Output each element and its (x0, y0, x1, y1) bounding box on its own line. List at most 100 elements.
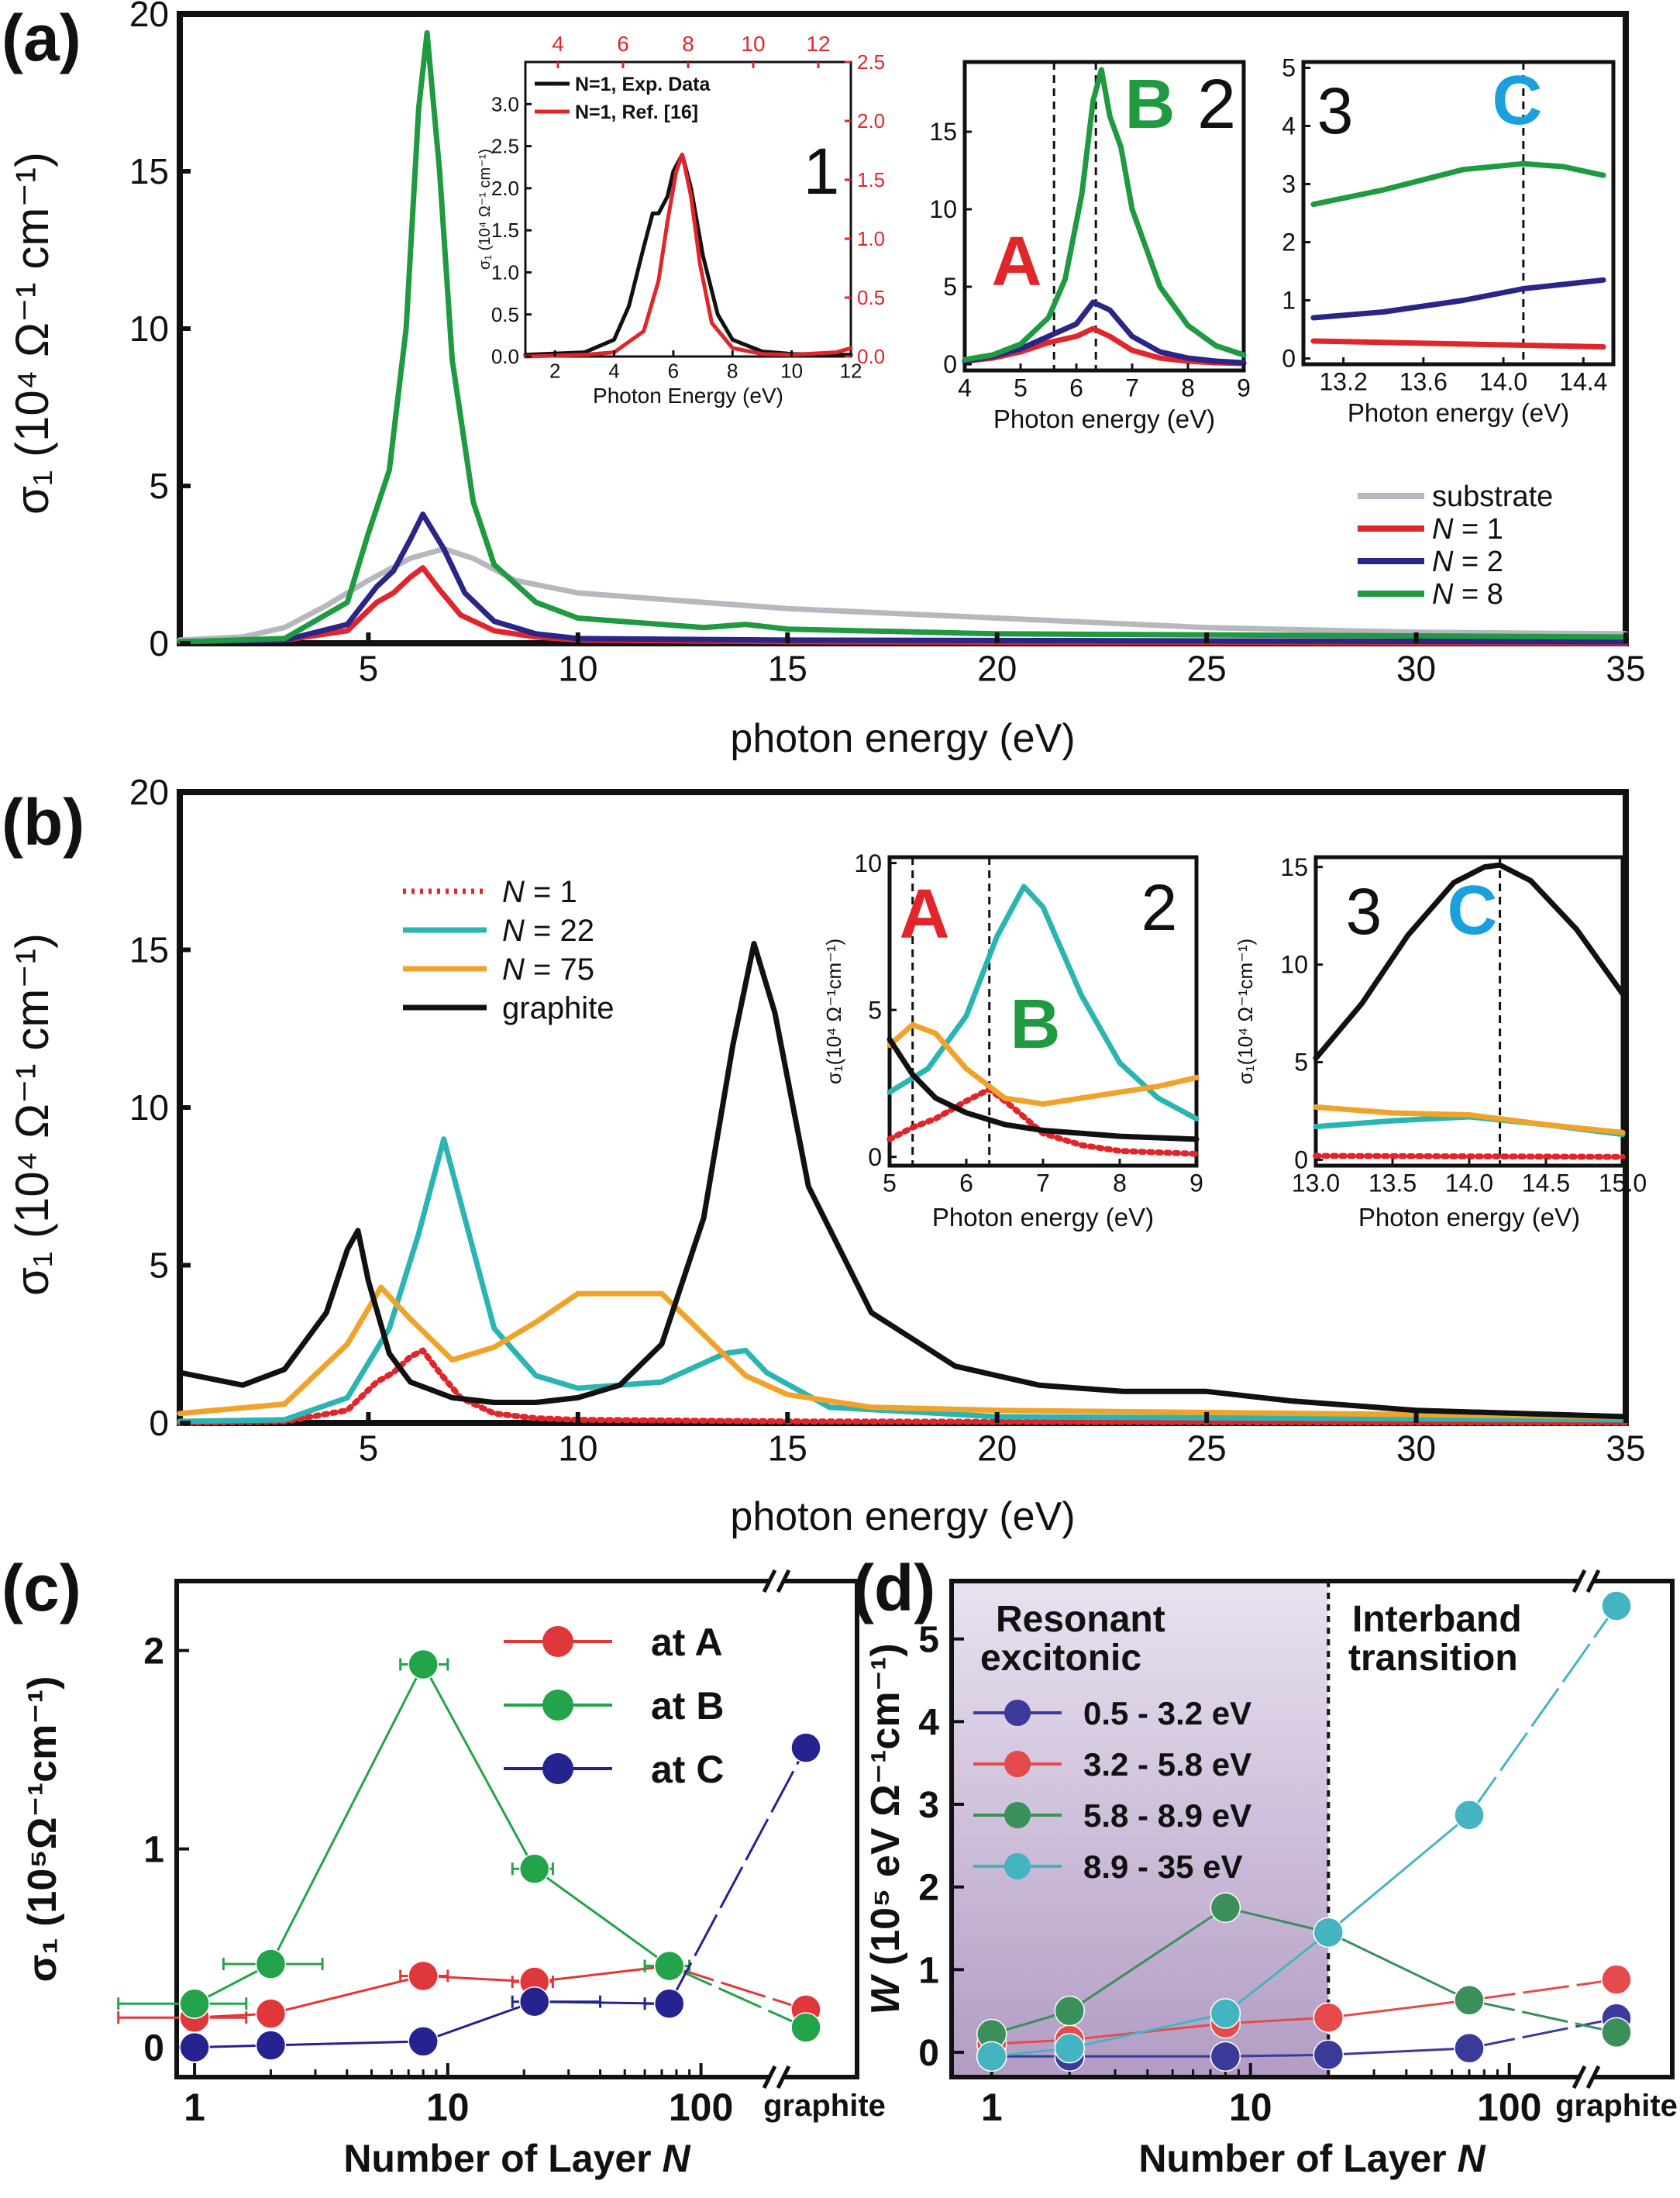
legend-value: = 2 (1453, 546, 1503, 578)
y-tick-label: 0 (868, 1143, 882, 1171)
x-tick-label: 13.6 (1399, 368, 1448, 396)
data-point-graphite-8-9-35-eV (1601, 1590, 1632, 1621)
legend-label: 3.2 - 5.8 eV (1083, 1746, 1251, 1783)
legend-label: N = 1 (1432, 513, 1503, 546)
series-line-N-8 (177, 29, 1629, 645)
x-tick-label: 14.0 (1479, 368, 1527, 396)
inset-number: 1 (804, 135, 840, 208)
data-point-0-5-3-2-eV (1313, 2039, 1344, 2070)
inset-number: 3 (1317, 74, 1354, 147)
series-graphite-connector (668, 1747, 807, 2004)
data-point-5-8-8-9-eV (1210, 1892, 1241, 1924)
plot-frame (174, 1579, 859, 2079)
data-point-0-5-3-2-eV (1210, 2041, 1241, 2072)
y-tick-label: 15 (1280, 853, 1308, 881)
plot-frame (962, 60, 1246, 373)
y-tick-label: 5 (868, 996, 882, 1024)
y-tick-label: 2 (1282, 229, 1296, 257)
x-tick-label: 1 (981, 2086, 1003, 2129)
y-axis-label: σ₁(10⁴ Ω⁻¹cm⁻¹) (822, 939, 845, 1084)
legend-value: = 75 (525, 953, 594, 987)
x-tick-label: 6 (959, 1170, 973, 1197)
data-point-at-C (255, 2030, 287, 2061)
y-tick-label: 5 (918, 1620, 939, 1661)
data-point-5-8-8-9-eV (1454, 1985, 1485, 2016)
y-tick-label: 3 (918, 1785, 939, 1826)
x-tick-label: 12 (840, 359, 862, 382)
legend-label: N=1, Exp. Data (575, 74, 711, 95)
legend-marker (542, 1690, 573, 1721)
y-tick-label: 10 (129, 308, 169, 349)
x-tick-label: 8 (1113, 1170, 1127, 1197)
series-line-N-75 (177, 1284, 1629, 1420)
x-axis-label-var: N (1458, 2137, 1486, 2180)
data-point-8-9-35-eV (1054, 2032, 1086, 2064)
legend-label: at B (651, 1684, 724, 1728)
legend-label: graphite (502, 991, 615, 1025)
y-tick-label: 1.0 (491, 261, 519, 284)
x-tick-label: 6 (668, 359, 679, 382)
series-line-N-1 (177, 1347, 1629, 1426)
region-label-resonant-2: excitonic (980, 1638, 1141, 1679)
axis-break-mark (1585, 1569, 1601, 1593)
data-point-at-B (654, 1950, 685, 1982)
right-y-tick-label: 1.0 (857, 227, 885, 250)
series-line-graphite (177, 940, 1629, 1420)
series-line-N-1 (962, 326, 1247, 367)
right-y-tick-label: 1.5 (857, 168, 885, 191)
series-graphite-connector (1468, 1978, 1617, 2002)
data-point-8-9-35-eV (1313, 1917, 1344, 1948)
y-tick-label: 0 (943, 350, 957, 378)
y-axis-label-text: (10⁵ eV Ω⁻¹cm⁻¹) (863, 1643, 908, 1976)
y-axis-label-text: σ₁ (10⁵Ω⁻¹cm⁻¹) (20, 1676, 65, 1983)
legend-label: N = 22 (502, 914, 594, 948)
x-tick-label: 10 (558, 1428, 597, 1468)
region-label-resonant-1: Resonant (996, 1599, 1165, 1640)
data-point-3-2-5-8-eV (1313, 2002, 1344, 2033)
chart-d: 1 10 100 graphite 0 1 2 3 4 5 Number of Layer N W (… (863, 1569, 1678, 2180)
x-tick-label: 13.5 (1368, 1170, 1417, 1197)
x-tick-label: 15 (768, 1428, 807, 1468)
y-tick-label: 2.0 (491, 177, 519, 200)
data-point-at-B (179, 1988, 210, 2020)
data-point-at-C (518, 1986, 550, 2017)
y-tick-label: 2.5 (491, 135, 519, 158)
y-tick-label: 1.5 (491, 219, 519, 242)
legend-marker (1004, 1802, 1031, 1828)
x-axis-label: photon energy (eV) (730, 1494, 1075, 1539)
marker-A: A (992, 223, 1042, 301)
x-axis-label-var: N (663, 2137, 691, 2180)
x-tick-label: 30 (1396, 1428, 1436, 1468)
legend-value: = 22 (525, 914, 594, 948)
y-tick-label: 20 (129, 0, 169, 34)
y-tick-label: 0 (149, 1403, 169, 1443)
legend-var: N (502, 875, 525, 909)
x-tick-label: 4 (958, 374, 972, 402)
x-axis-label: Number of Layer N (343, 2137, 690, 2180)
x-axis-label-text: Number of Layer (1138, 2137, 1457, 2180)
legend-marker (542, 1753, 573, 1784)
data-point-at-C (408, 2026, 439, 2057)
axis-break-mark (762, 1569, 777, 1593)
x-tick-label: 25 (1187, 648, 1227, 688)
legend-label: N = 1 (502, 875, 577, 909)
data-point-at-A (408, 1960, 439, 1992)
series-line-N-8 (962, 67, 1247, 363)
x-tick-label: 5 (359, 1428, 379, 1468)
x-tick-label: 100 (1477, 2086, 1541, 2129)
data-point-at-C (654, 1988, 685, 2020)
y-tick-label: 0 (918, 2033, 939, 2074)
x-axis-label: Photon energy (eV) (1348, 398, 1569, 427)
x-tick-label: 15.0 (1599, 1170, 1647, 1197)
x-axis-label: Photon energy (eV) (993, 405, 1215, 433)
y-tick-label: 2 (918, 1868, 939, 1909)
top-x-tick-label: 12 (806, 32, 830, 56)
y-axis-label: σ₁(10⁴ Ω⁻¹cm⁻¹) (1234, 939, 1257, 1084)
axis-break-mark (776, 2065, 791, 2089)
series-line-N-22 (886, 884, 1200, 1121)
series-line-N-2 (962, 299, 1247, 366)
